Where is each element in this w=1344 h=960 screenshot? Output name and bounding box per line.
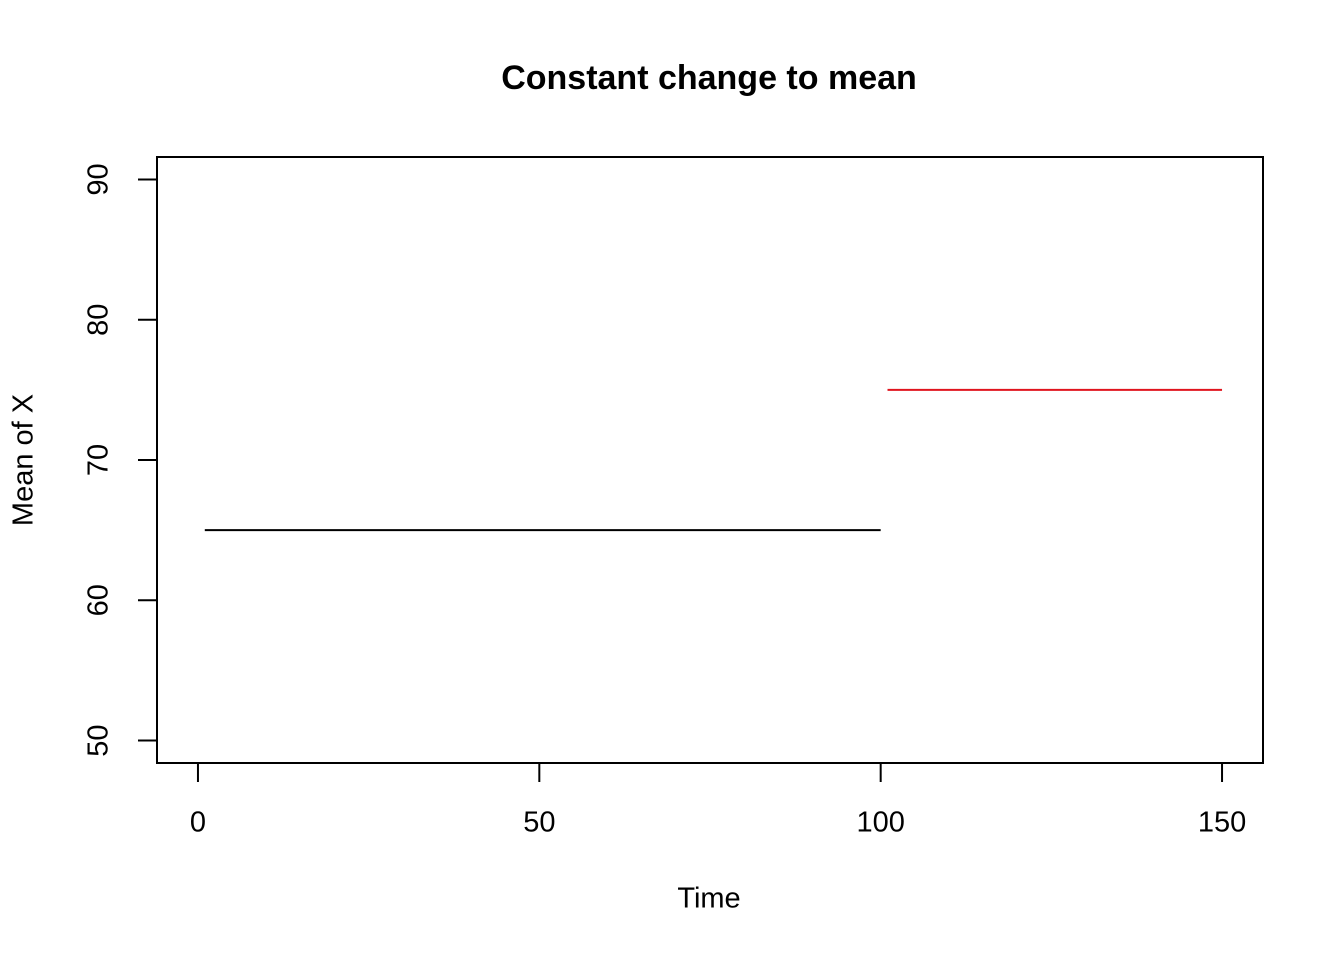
y-tick-label: 70 (83, 444, 115, 476)
plot-box (156, 156, 1264, 764)
y-tick-label: 50 (83, 724, 115, 756)
y-tick-label: 90 (83, 163, 115, 195)
x-tick-label: 50 (523, 807, 555, 839)
x-tick-label: 100 (856, 807, 904, 839)
y-tick-label: 60 (83, 584, 115, 616)
y-tick-label: 80 (83, 304, 115, 336)
chart-title: Constant change to mean (501, 59, 917, 97)
x-axis-label: Time (677, 883, 740, 915)
y-axis-label: Mean of X (8, 394, 40, 526)
x-tick-label: 150 (1198, 807, 1246, 839)
x-tick-label: 0 (190, 807, 206, 839)
